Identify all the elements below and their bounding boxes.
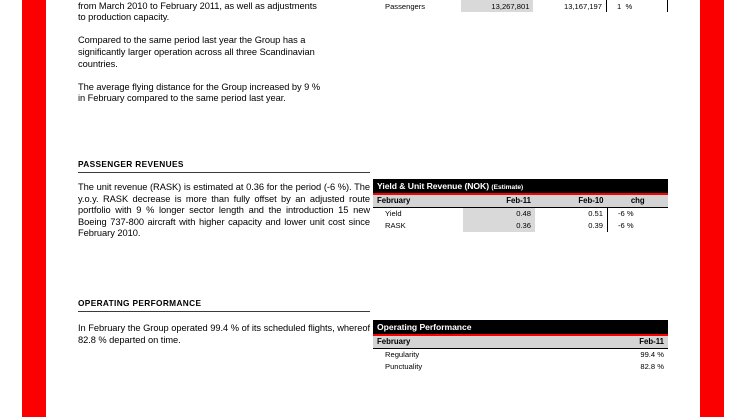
right-red-rule — [700, 0, 724, 417]
operating-col-period: February — [373, 334, 556, 349]
operating-col-feb11: Feb-11 — [555, 334, 668, 349]
narrative-column: established markets and to the introduct… — [78, 0, 326, 117]
punctuality-row-label: Punctuality — [385, 362, 423, 372]
operating-table-title: Operating Performance — [373, 320, 668, 336]
table-row: RASK 0.36 0.39 -6 % — [373, 219, 668, 232]
operating-performance-body-column: In February the Group operated 99.4 % of… — [78, 323, 370, 358]
section-heading-passenger-revenues: PASSENGER REVENUES — [78, 159, 370, 173]
traffic-chg-unit: % — [625, 1, 633, 11]
table-header-row: February Feb-11 Feb-10 chg — [373, 193, 668, 208]
yield-table-title-suffix: (Estimate) — [491, 183, 524, 191]
left-red-rule — [22, 0, 46, 417]
traffic-chg-value: 1 — [617, 1, 622, 11]
yield-row-feb11: 0.48 — [463, 207, 535, 220]
paragraph-intro: established markets and to the introduct… — [78, 0, 317, 23]
table-row: Regularity 99.4 % — [373, 348, 668, 361]
table-row: Punctuality 82.8 % — [373, 361, 668, 373]
regularity-row-label: Regularity — [385, 350, 420, 360]
traffic-row-feb10: 13,167,197 — [563, 1, 602, 11]
paragraph-comparison: Compared to the same period last year th… — [78, 35, 315, 69]
yield-table-title: Yield & Unit Revenue (NOK) (Estimate) — [373, 179, 668, 195]
table-row: Yield 0.48 0.51 -6 % — [373, 207, 668, 220]
passenger-revenues-body: The unit revenue (RASK) is estimated at … — [78, 182, 370, 239]
passenger-revenues-body-column: The unit revenue (RASK) is estimated at … — [78, 182, 370, 252]
operating-performance-body: In February the Group operated 99.4 % of… — [78, 323, 370, 345]
rask-row-chg: -6 % — [607, 219, 668, 232]
rask-row-feb11: 0.36 — [463, 219, 535, 232]
punctuality-row-feb11: 82.8 % — [640, 362, 664, 372]
yield-col-feb11: Feb-11 — [463, 193, 535, 208]
table-title-row: Yield & Unit Revenue (NOK) (Estimate) — [373, 179, 668, 195]
yield-unit-revenue-table: Yield & Unit Revenue (NOK) (Estimate) Fe… — [373, 179, 668, 232]
table-row: Passengers 13,267,801 13,167,197 1 % — [373, 0, 668, 13]
traffic-row-label: Passengers — [385, 1, 426, 11]
traffic-row-chg: 1 % — [606, 0, 668, 13]
table-header-row: February Feb-11 — [373, 334, 668, 349]
operating-performance-table: Operating Performance February Feb-11 Re… — [373, 320, 668, 373]
rask-row-label: RASK — [385, 221, 406, 231]
rask-row-feb10: 0.39 — [588, 221, 603, 231]
yield-row-chg: -6 % — [607, 207, 668, 220]
paragraph-flying-distance: The average flying distance for the Grou… — [78, 81, 321, 104]
section-heading-operating-performance: OPERATING PERFORMANCE — [78, 298, 370, 312]
yield-table-title-text: Yield & Unit Revenue (NOK) — [377, 180, 490, 191]
yield-col-chg: chg — [607, 193, 668, 208]
traffic-table-fragment: Passengers 13,267,801 13,167,197 1 % — [373, 0, 668, 13]
regularity-row-feb11: 99.4 % — [640, 350, 664, 360]
yield-col-period: February — [373, 193, 464, 208]
table-title-row: Operating Performance — [373, 320, 668, 336]
yield-row-label: Yield — [385, 209, 402, 219]
yield-col-feb10: Feb-10 — [535, 193, 608, 208]
yield-row-feb10: 0.51 — [588, 209, 603, 219]
traffic-row-feb11: 13,267,801 — [461, 0, 534, 13]
